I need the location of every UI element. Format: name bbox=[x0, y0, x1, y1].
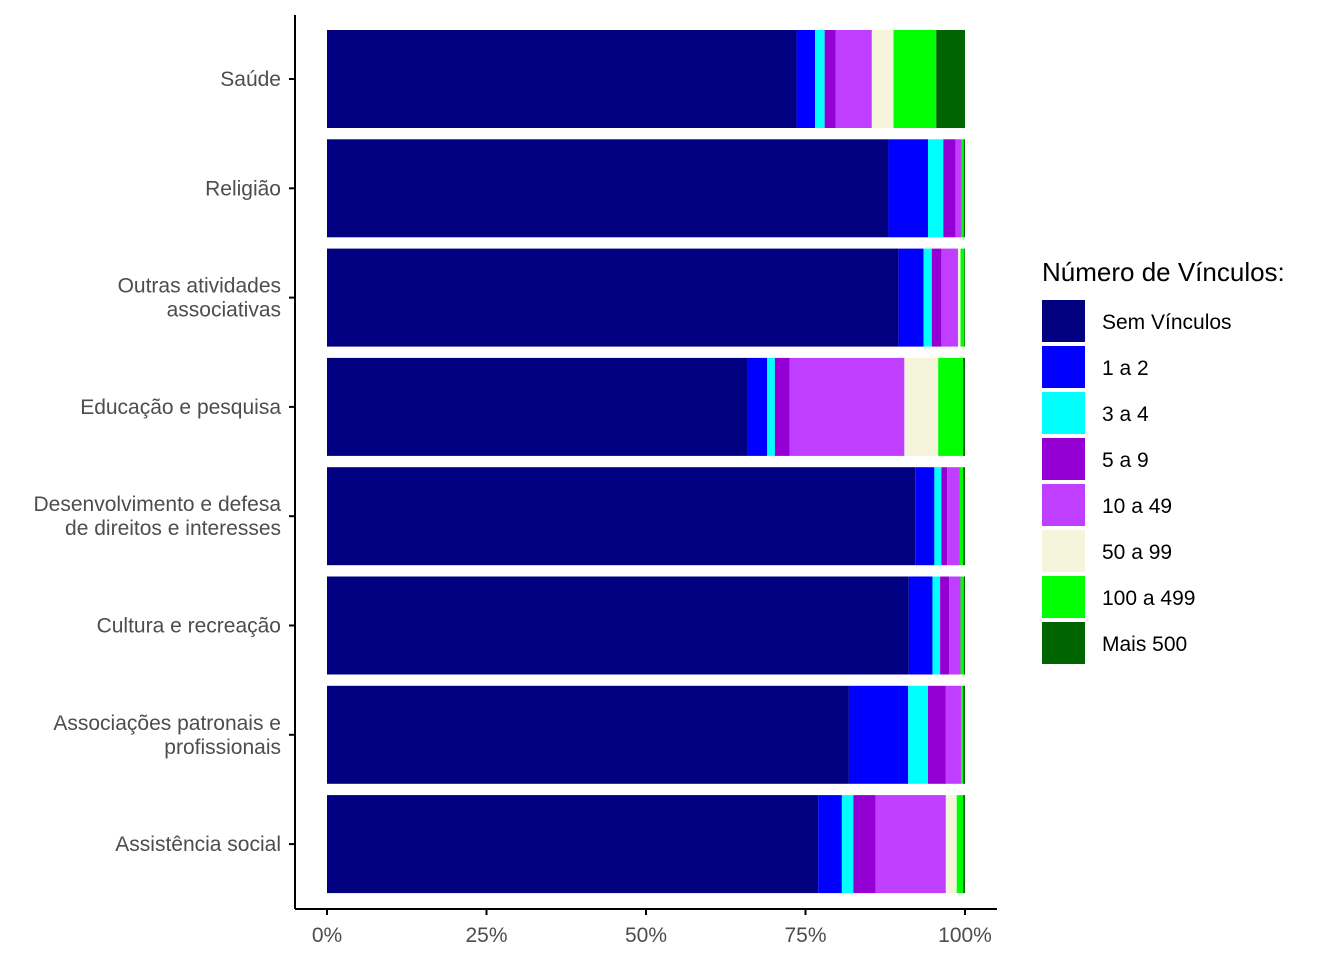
bar-segment bbox=[956, 795, 964, 894]
bar-segment bbox=[747, 357, 768, 456]
bar-segment bbox=[893, 30, 937, 128]
bar-segment bbox=[875, 795, 946, 894]
x-tick-label: 25% bbox=[465, 924, 507, 947]
legend-key bbox=[1042, 346, 1085, 388]
bar-segment bbox=[934, 467, 942, 566]
legend-label: Mais 500 bbox=[1102, 633, 1187, 656]
legend-key bbox=[1042, 484, 1085, 526]
bar-segment bbox=[871, 30, 894, 128]
category-label: Religião bbox=[205, 177, 281, 200]
bar-segment bbox=[789, 357, 905, 456]
bar-segment bbox=[928, 139, 944, 238]
bar-segment bbox=[960, 248, 965, 347]
category-label: Assistência social bbox=[115, 833, 281, 856]
bar-segment bbox=[963, 576, 965, 675]
legend-key bbox=[1042, 576, 1085, 618]
legend-key bbox=[1042, 530, 1085, 572]
bar-segment bbox=[931, 248, 942, 347]
category-label: Cultura e recreação bbox=[97, 615, 281, 638]
bar-segment bbox=[941, 248, 958, 347]
bar-segment bbox=[327, 248, 899, 347]
bar-segment bbox=[963, 139, 965, 238]
bar-segment bbox=[327, 685, 849, 784]
legend-key bbox=[1042, 622, 1085, 664]
category-labels: Saúde Religião Outras atividades associativ… bbox=[34, 68, 282, 856]
bar-segment bbox=[888, 139, 928, 238]
bar-segment bbox=[947, 467, 960, 566]
bar-segment bbox=[940, 576, 950, 675]
bar-segment bbox=[908, 576, 933, 675]
legend-title: Número de Vínculos: bbox=[1042, 257, 1285, 287]
bar-segment bbox=[327, 576, 909, 675]
category-label: Educação e pesquisa bbox=[80, 396, 281, 419]
category-label: Associações patronais e profissionais bbox=[53, 712, 281, 759]
bar-segment bbox=[327, 30, 797, 128]
legend-key bbox=[1042, 392, 1085, 434]
legend-key bbox=[1042, 300, 1085, 342]
x-axis-ticks: 0% 25% 50% 75% 100% bbox=[312, 909, 992, 947]
bar-segment bbox=[959, 467, 964, 566]
bar-segment bbox=[835, 30, 872, 128]
bar-segment bbox=[853, 795, 876, 894]
bar-segment bbox=[936, 30, 965, 128]
bar-segment bbox=[815, 30, 825, 128]
x-tick-label: 50% bbox=[625, 924, 667, 947]
bar-segment bbox=[327, 357, 748, 456]
bar-segment bbox=[796, 30, 816, 128]
bar-segment bbox=[327, 139, 889, 238]
bar-segment bbox=[923, 248, 932, 347]
legend-label: 3 a 4 bbox=[1102, 403, 1149, 426]
bar-segment bbox=[848, 685, 909, 784]
bar-segment bbox=[961, 685, 964, 784]
legend-label: Sem Vínculos bbox=[1102, 311, 1232, 334]
legend-label: 1 a 2 bbox=[1102, 357, 1149, 380]
legend-items: Sem Vínculos 1 a 2 3 a 4 5 a 9 10 a 49 50 a 9… bbox=[1042, 300, 1232, 664]
legend-label: 50 a 99 bbox=[1102, 541, 1172, 564]
bar-segment bbox=[945, 685, 962, 784]
bar-segment bbox=[932, 576, 941, 675]
bar-segment bbox=[963, 357, 965, 456]
bars-group bbox=[327, 30, 965, 894]
bar-segment bbox=[915, 467, 935, 566]
bar-segment bbox=[824, 30, 836, 128]
bar-segment bbox=[327, 795, 819, 894]
legend: Número de Vínculos: Sem Vínculos 1 a 2 3 a… bbox=[1042, 257, 1285, 664]
bar-segment bbox=[928, 685, 946, 784]
x-tick-label: 0% bbox=[312, 924, 342, 947]
legend-label: 5 a 9 bbox=[1102, 449, 1149, 472]
legend-label: 10 a 49 bbox=[1102, 495, 1172, 518]
bar-segment bbox=[904, 357, 939, 456]
bar-segment bbox=[908, 685, 928, 784]
bar-segment bbox=[960, 576, 964, 675]
bar-segment bbox=[767, 357, 775, 456]
bar-segment bbox=[941, 467, 948, 566]
x-tick-label: 75% bbox=[784, 924, 826, 947]
bar-segment bbox=[327, 467, 916, 566]
x-tick-label: 100% bbox=[938, 924, 992, 947]
bar-segment bbox=[963, 795, 965, 894]
category-label: Outras atividades associativas bbox=[118, 275, 281, 322]
bar-segment bbox=[949, 576, 961, 675]
legend-key bbox=[1042, 438, 1085, 480]
bar-segment bbox=[774, 357, 790, 456]
bar-segment bbox=[963, 467, 965, 566]
bar-segment bbox=[961, 139, 964, 238]
bar-segment bbox=[841, 795, 854, 894]
bar-segment bbox=[957, 248, 961, 347]
bar-segment bbox=[943, 139, 956, 238]
category-label: Saúde bbox=[220, 68, 281, 91]
category-label: Desenvolvimento e defesa de direitos e in… bbox=[34, 493, 282, 540]
bar-segment bbox=[898, 248, 924, 347]
bar-segment bbox=[964, 248, 965, 347]
legend-label: 100 a 499 bbox=[1102, 587, 1195, 610]
bar-segment bbox=[945, 795, 957, 894]
bar-segment bbox=[938, 357, 964, 456]
bar-segment bbox=[818, 795, 842, 894]
bar-segment bbox=[955, 139, 962, 238]
bar-segment bbox=[963, 685, 965, 784]
